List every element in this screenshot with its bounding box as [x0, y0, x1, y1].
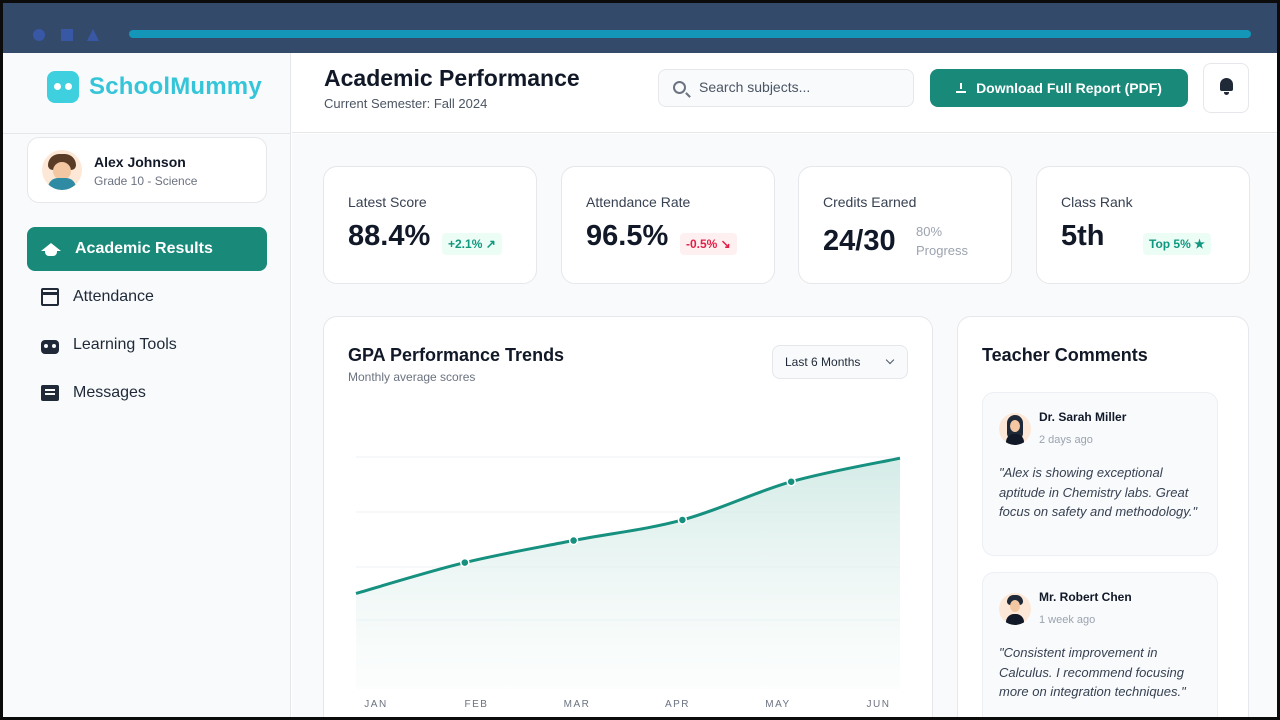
stat-value: 96.5%: [586, 220, 669, 252]
trend-up-badge: +2.1% ↗: [442, 233, 502, 255]
comment-item[interactable]: Mr. Robert Chen 1 week ago "Consistent i…: [982, 572, 1218, 717]
x-tick-label: APR: [665, 699, 690, 710]
range-select[interactable]: Last 6 Months: [772, 345, 908, 379]
stat-label: Credits Earned: [823, 194, 917, 210]
chart-title: GPA Performance Trends: [348, 345, 565, 365]
header: Academic Performance Current Semester: F…: [292, 53, 1277, 133]
stat-label: Class Rank: [1061, 194, 1133, 210]
main-content: Latest Score 88.4% +2.1% ↗ Attendance Ra…: [292, 134, 1277, 717]
graduation-cap-icon: [41, 243, 61, 256]
search-input[interactable]: [699, 79, 899, 95]
download-report-button[interactable]: Download Full Report (PDF): [930, 69, 1188, 107]
square-icon: [61, 29, 73, 41]
x-tick-label: JUN: [867, 699, 891, 710]
stat-value: 88.4%: [348, 220, 431, 252]
x-tick-label: MAY: [765, 699, 790, 710]
logo[interactable]: SchoolMummy: [47, 71, 262, 103]
sidebar-item-messages[interactable]: Messages: [27, 371, 267, 415]
trend-down-badge: -0.5% ↘: [680, 233, 737, 255]
calendar-icon: [41, 288, 59, 306]
title-bar: [3, 3, 1277, 53]
progress-percent: 80%: [916, 224, 943, 239]
profile-grade: Grade 10 - Science: [94, 174, 198, 188]
robot-icon: [41, 340, 59, 354]
data-point-may[interactable]: [786, 476, 796, 487]
avatar: [999, 593, 1031, 625]
sidebar: SchoolMummy Alex Johnson Grade 10 - Scie…: [3, 53, 291, 717]
stat-latest-score: Latest Score 88.4% +2.1% ↗: [323, 166, 537, 284]
comment-time: 1 week ago: [1039, 614, 1096, 626]
range-select-value: Last 6 Months: [785, 355, 861, 369]
stat-value: 5th: [1061, 220, 1105, 252]
address-bar[interactable]: [129, 30, 1251, 38]
profile-card[interactable]: Alex Johnson Grade 10 - Science: [27, 137, 267, 203]
data-point-mar[interactable]: [568, 535, 579, 546]
search-icon: [673, 81, 686, 94]
x-tick-label: MAR: [564, 699, 591, 710]
sidebar-item-label: Messages: [73, 384, 146, 401]
logo-text: SchoolMummy: [89, 73, 262, 100]
sidebar-nav: Academic Results Attendance Learning Too…: [27, 227, 267, 419]
profile-name: Alex Johnson: [94, 154, 186, 170]
comment-author: Mr. Robert Chen: [1039, 590, 1132, 604]
x-tick-label: JAN: [364, 699, 387, 710]
mummy-logo-icon: [47, 71, 79, 103]
gpa-area: [356, 458, 900, 689]
notifications-button[interactable]: [1203, 63, 1249, 113]
sidebar-item-attendance[interactable]: Attendance: [27, 275, 267, 319]
sidebar-item-label: Learning Tools: [73, 336, 177, 353]
avatar: [42, 150, 82, 190]
stat-label: Latest Score: [348, 194, 427, 210]
teacher-comments-card: Teacher Comments Dr. Sarah Miller 2 days…: [957, 316, 1249, 717]
comment-text: "Consistent improvement in Calculus. I r…: [999, 645, 1186, 699]
gpa-line: [355, 456, 901, 595]
sidebar-item-academic-results[interactable]: Academic Results: [27, 227, 267, 271]
progress-note: 80% Progress: [916, 222, 968, 260]
download-report-label: Download Full Report (PDF): [976, 80, 1162, 96]
avatar: [999, 413, 1031, 445]
stat-attendance-rate: Attendance Rate 96.5% -0.5% ↘: [561, 166, 775, 284]
search-box[interactable]: [658, 69, 914, 107]
circle-icon: [33, 29, 45, 41]
comment-text: "Alex is showing exceptional aptitude in…: [999, 465, 1198, 519]
chart-subtitle: Monthly average scores: [348, 370, 476, 384]
sidebar-item-learning-tools[interactable]: Learning Tools: [27, 323, 267, 367]
comment-item[interactable]: Dr. Sarah Miller 2 days ago "Alex is sho…: [982, 392, 1218, 556]
progress-label: Progress: [916, 243, 969, 258]
comment-author: Dr. Sarah Miller: [1039, 410, 1127, 424]
page-title: Academic Performance: [324, 65, 580, 91]
gpa-chart: JAN FEB MAR APR MAY JUN: [355, 456, 901, 710]
stat-value: 24/30: [823, 225, 896, 257]
message-icon: [41, 385, 59, 401]
divider: [3, 133, 291, 134]
comments-title: Teacher Comments: [982, 345, 1148, 365]
rank-badge: Top 5% ★: [1143, 233, 1211, 255]
data-point-apr[interactable]: [677, 515, 688, 525]
sidebar-item-label: Academic Results: [75, 240, 213, 257]
data-point-feb[interactable]: [460, 557, 470, 568]
x-tick-label: FEB: [465, 699, 489, 710]
triangle-icon: [87, 29, 99, 41]
gpa-trend-card: JAN FEB MAR APR MAY JUN GPA Performance Trend…: [323, 316, 933, 717]
bell-icon: [1220, 78, 1233, 95]
page-subtitle: Current Semester: Fall 2024: [324, 96, 488, 111]
sidebar-item-label: Attendance: [73, 288, 154, 305]
comment-time: 2 days ago: [1039, 434, 1093, 446]
stat-label: Attendance Rate: [586, 194, 691, 210]
chevron-down-icon: [885, 355, 895, 365]
download-icon: [956, 83, 967, 93]
stat-class-rank: Class Rank 5th Top 5% ★: [1036, 166, 1250, 284]
stat-credits-earned: Credits Earned 24/30 80% Progress: [798, 166, 1012, 284]
